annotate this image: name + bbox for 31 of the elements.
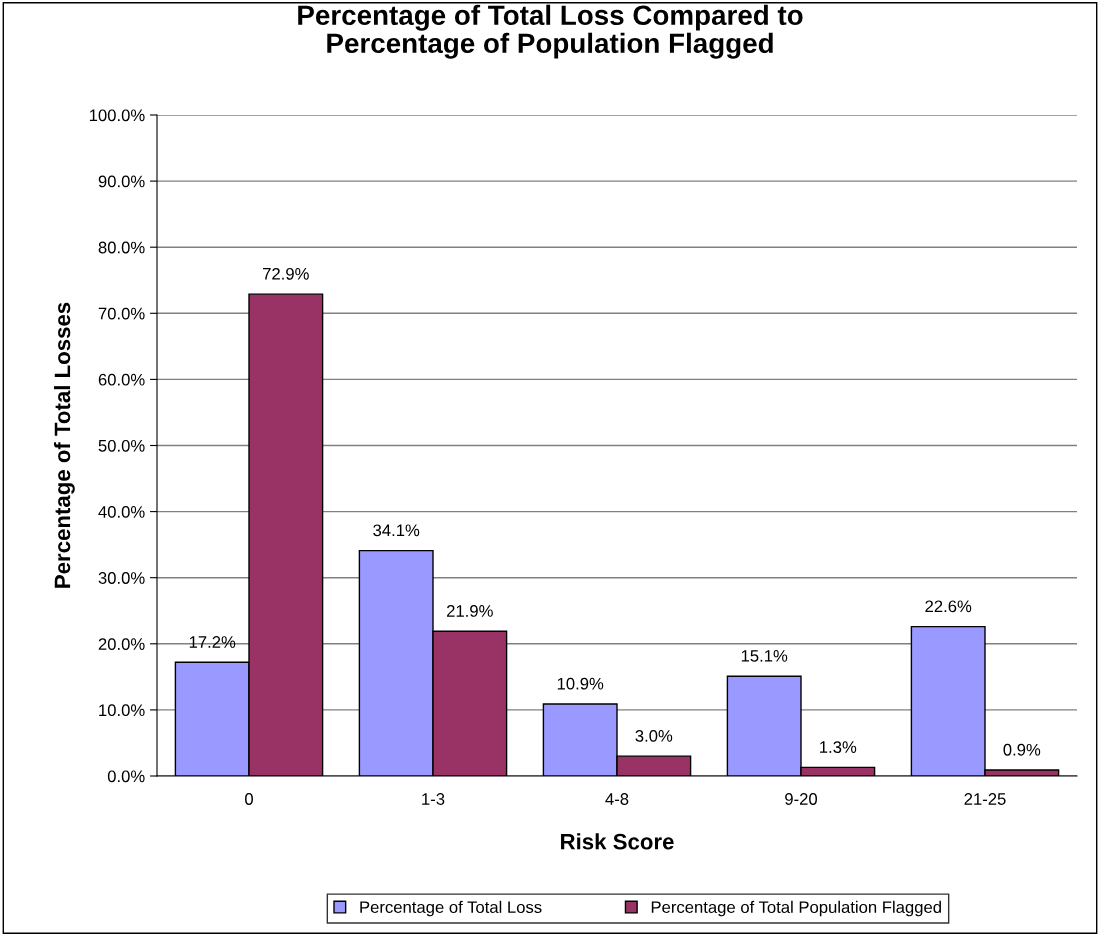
- y-tick-label: 10.0%: [99, 704, 145, 717]
- x-tick-label: 0: [245, 793, 253, 805]
- x-axis-title: Risk Score: [561, 833, 674, 850]
- y-tick-label: 80.0%: [98, 241, 145, 254]
- y-tick-label: 50.0%: [98, 439, 145, 452]
- legend-label: Percentage of Total Loss: [360, 900, 542, 917]
- data-label: 10.9%: [557, 677, 604, 690]
- y-tick-label: 30.0%: [98, 572, 145, 584]
- data-label: 17.2%: [189, 636, 236, 648]
- x-tick-label: 9-20: [785, 793, 818, 805]
- chart-title: Percentage of Total Loss Compared to Percentage of Population Flagged: [298, 4, 803, 59]
- data-label: 1.3%: [820, 741, 857, 753]
- x-tick-label: 4-8: [605, 793, 629, 805]
- y-tick-label: 100.0%: [89, 109, 145, 122]
- y-tick-label: 60.0%: [98, 373, 145, 386]
- data-label: 34.1%: [373, 524, 420, 537]
- x-tick-label: 1-3: [422, 793, 445, 805]
- data-label: 0.9%: [1003, 743, 1041, 756]
- y-tick-label: 20.0%: [98, 638, 145, 650]
- legend-label: Percentage of Total Population Flagged: [651, 900, 941, 917]
- data-label: 22.6%: [925, 600, 972, 613]
- y-tick-label: 70.0%: [98, 307, 145, 320]
- data-label: 3.0%: [635, 729, 673, 742]
- data-label: 15.1%: [741, 650, 788, 662]
- data-label: 21.9%: [447, 605, 493, 617]
- y-axis-title: Percentage of Total Losses: [53, 302, 75, 588]
- y-tick-label: 0.0%: [107, 770, 145, 783]
- data-label: 72.9%: [263, 267, 309, 280]
- y-tick-label: 90.0%: [98, 175, 145, 188]
- x-tick-label: 21-25: [964, 793, 1006, 805]
- y-tick-label: 40.0%: [98, 506, 145, 518]
